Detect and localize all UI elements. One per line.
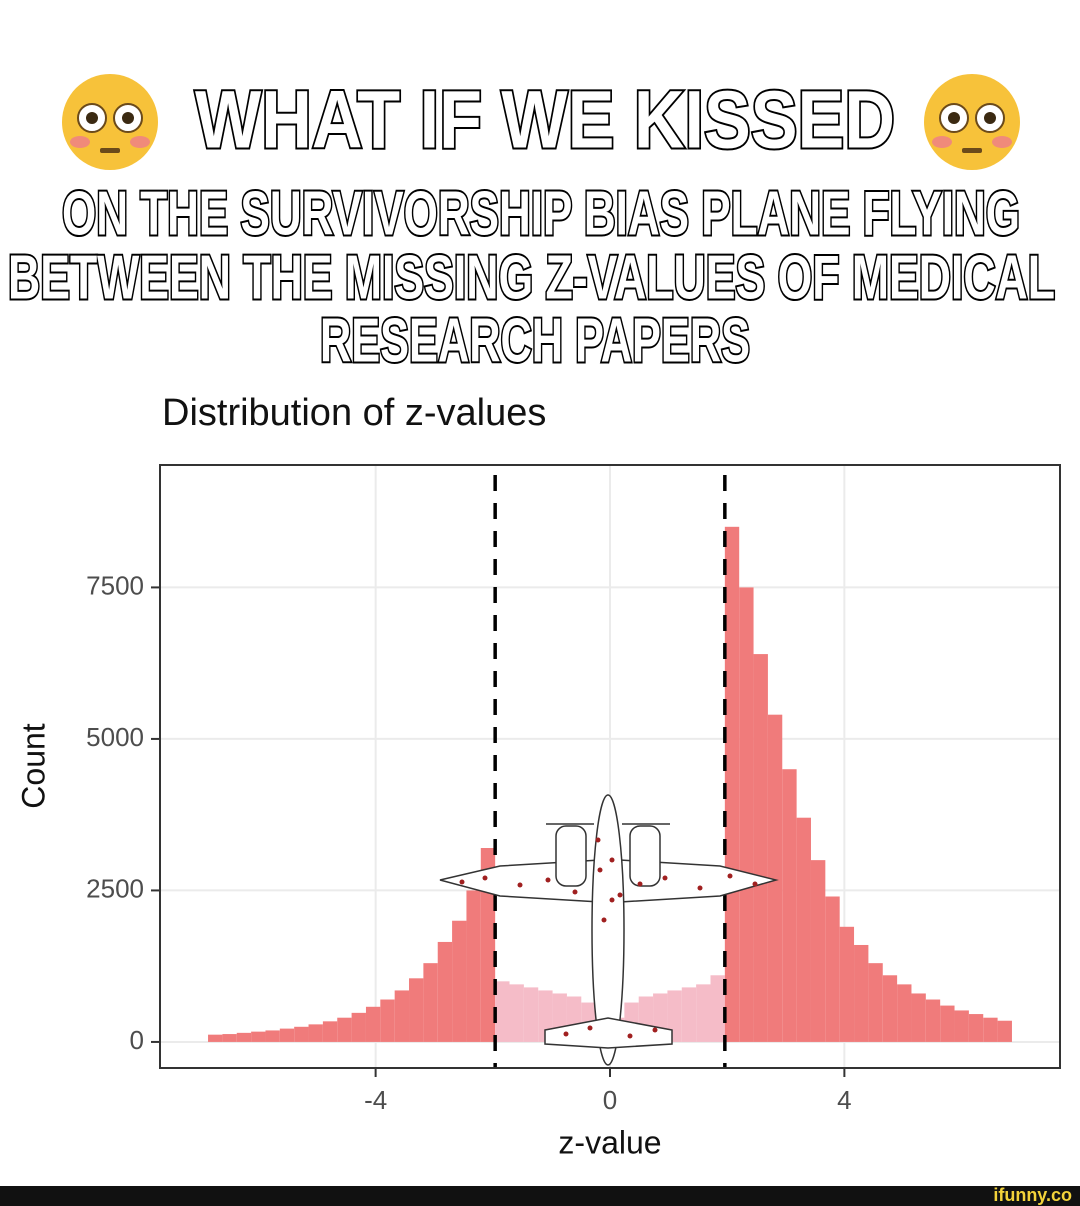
histogram-bar — [796, 817, 811, 1042]
footer-bar — [0, 1186, 1080, 1206]
histogram-bar — [251, 1031, 266, 1042]
histogram-bar — [236, 1032, 252, 1042]
histogram-bar — [394, 990, 410, 1042]
histogram-bar — [322, 1021, 338, 1042]
plane-illustration — [439, 794, 779, 1066]
x-axis-label: z-value — [558, 1124, 661, 1160]
histogram-bar — [983, 1017, 998, 1042]
watermark: ifunny.co — [993, 1185, 1072, 1205]
histogram-bar — [437, 941, 453, 1042]
histogram-bar — [409, 978, 424, 1042]
histogram-bar — [265, 1030, 280, 1042]
histogram-bar — [294, 1026, 309, 1042]
histogram-bar — [724, 526, 740, 1042]
histogram-bar — [954, 1010, 969, 1042]
histogram-bar — [997, 1020, 1012, 1042]
histogram-bar — [696, 984, 711, 1042]
chart-title: Distribution of z-values — [162, 392, 546, 434]
y-tick-label: 0 — [130, 1025, 144, 1055]
histogram-bar — [810, 860, 826, 1042]
histogram-bar — [208, 1034, 223, 1042]
histogram-bar — [882, 975, 898, 1042]
caption-line: RESEARCH PAPERS — [320, 306, 750, 375]
y-tick-label: 7500 — [86, 570, 144, 600]
histogram-bar — [911, 993, 926, 1042]
plot-border — [159, 464, 1061, 1069]
histogram-bar — [739, 587, 754, 1042]
caption-line: BETWEEN THE MISSING Z-VALUES OF MEDICAL — [8, 243, 1055, 312]
histogram-bar — [767, 714, 783, 1042]
y-tick-label: 2500 — [86, 873, 144, 903]
histogram-bar — [681, 987, 697, 1042]
histogram-bar — [897, 984, 912, 1042]
histogram-bar — [452, 920, 467, 1042]
histogram-bar — [782, 769, 797, 1042]
histogram-bar — [854, 944, 869, 1042]
histogram-bar — [753, 654, 768, 1042]
histogram-bar — [337, 1017, 352, 1042]
histogram-bar — [279, 1028, 295, 1042]
histogram-bar — [495, 981, 510, 1042]
x-tick-label: 0 — [603, 1085, 617, 1115]
histogram-bar — [968, 1014, 984, 1042]
x-tick-label: 4 — [837, 1085, 851, 1115]
histogram-bar — [509, 984, 524, 1042]
histogram-bar — [925, 999, 941, 1042]
y-tick-label: 5000 — [86, 722, 144, 752]
histogram-bar — [423, 963, 438, 1042]
emoji-left — [62, 74, 158, 170]
histogram-bar — [308, 1024, 323, 1042]
emoji-right — [924, 74, 1020, 170]
caption-line: ON THE SURVIVORSHIP BIAS PLANE FLYING — [62, 179, 1020, 248]
histogram-bar — [380, 999, 395, 1042]
y-axis-label: Count — [15, 723, 51, 809]
histogram-bar — [351, 1012, 366, 1042]
histogram-bar — [365, 1006, 381, 1042]
histogram-bar — [523, 987, 539, 1042]
histogram-bar — [710, 975, 725, 1042]
histogram-bar — [868, 963, 883, 1042]
histogram-bar — [222, 1034, 237, 1042]
headline: WHAT IF WE KISSED — [195, 75, 895, 166]
histogram-bar — [825, 896, 840, 1042]
histogram-bar — [480, 848, 496, 1042]
histogram-bar — [940, 1005, 955, 1042]
histogram-bar — [466, 890, 481, 1042]
histogram-bar — [839, 926, 855, 1042]
plot-area: 0 2500 5000 7500 -4 0 4 — [86, 464, 1061, 1115]
x-tick-label: -4 — [364, 1085, 387, 1115]
